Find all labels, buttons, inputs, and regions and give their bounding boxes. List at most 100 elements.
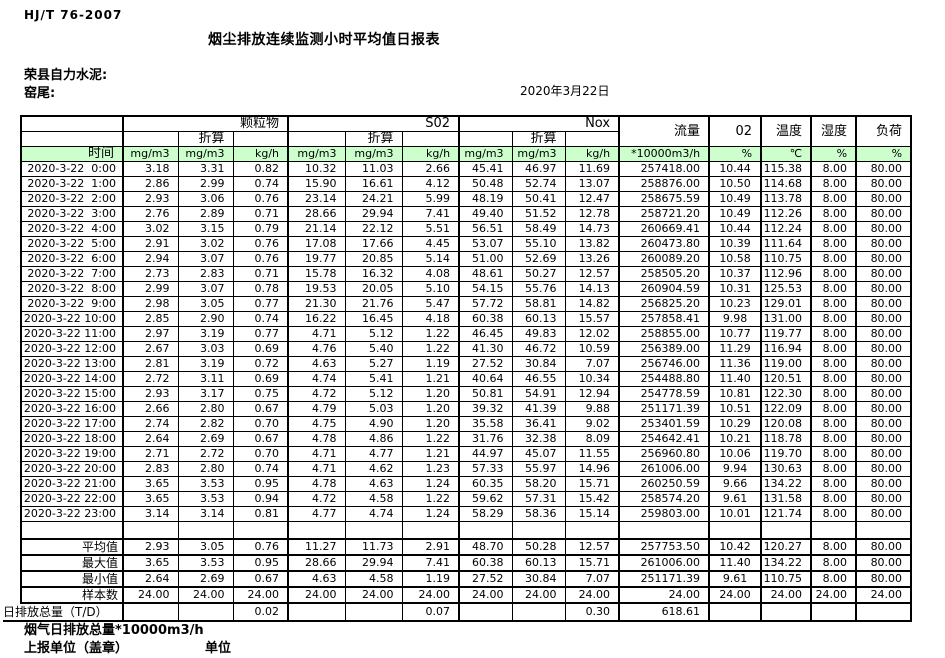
data-cell: 41.30 [458,341,513,357]
data-cell: 2.93 [122,191,179,207]
data-cell: 17.08 [287,236,346,252]
data-cell: 0.02 [232,602,289,622]
data-cell: 10.31 [708,281,762,297]
header-blank-cell [20,115,124,132]
data-cell: 9.98 [708,311,762,327]
time-cell: 2020-3-22 3:00 [20,206,124,222]
data-cell: 9.61 [708,569,762,588]
data-cell: 31.76 [458,431,513,447]
data-cell: 14.96 [564,461,620,477]
table-row: 2020-3-22 21:00 3.65 3.53 0.95 4.78 4.63 1.24 6… [20,476,913,492]
data-cell: 24.00 [177,585,234,604]
data-cell: 7.41 [401,553,460,572]
data-cell: 8.00 [810,431,857,447]
data-cell: 50.27 [511,266,566,282]
data-cell: 256960.80 [618,446,710,462]
data-cell: 8.00 [810,537,857,556]
flue-gas-daily-total-label: 烟气日排放总量*10000m3/h [24,623,204,638]
data-cell: 4.12 [401,176,460,192]
data-cell: 52.69 [511,251,566,267]
data-cell: 8.00 [810,251,857,267]
data-cell: 20.85 [344,251,403,267]
data-cell: 0.71 [232,206,289,222]
group-header-o2: 02 [708,115,762,147]
data-cell: 80.00 [855,206,913,222]
data-cell: 10.34 [564,371,620,387]
data-cell: 4.74 [287,371,346,387]
data-cell: 2.64 [122,569,179,588]
data-cell: 2.66 [401,161,460,177]
data-cell: 116.94 [760,341,812,357]
data-cell: 2.85 [122,311,179,327]
data-cell: 10.23 [708,296,762,312]
header-blank-cell [401,131,460,147]
data-cell: 60.13 [511,311,566,327]
data-cell: 261006.00 [618,553,710,572]
data-cell: 3.02 [122,221,179,237]
data-cell: 8.09 [564,431,620,447]
data-cell: 80.00 [855,537,913,556]
data-cell: 1.21 [401,371,460,387]
data-cell: 3.53 [177,476,234,492]
table-row: 2020-3-22 6:00 2.94 3.07 0.76 19.77 20.85 5.14… [20,251,913,267]
data-cell [232,521,289,540]
data-cell: 51.00 [458,251,513,267]
data-cell: 40.64 [458,371,513,387]
data-cell: 618.61 [618,602,710,622]
data-cell: 24.00 [855,585,913,604]
data-cell: 3.19 [177,326,234,342]
table-row: 2020-3-22 20:00 2.83 2.80 0.74 4.71 4.62 1.23 5… [20,461,913,477]
data-cell: 10.01 [708,506,762,522]
data-cell: 24.00 [708,585,762,604]
data-cell: 259803.00 [618,506,710,522]
data-cell: 80.00 [855,431,913,447]
time-cell: 2020-3-22 22:00 [20,491,124,507]
data-cell: 7.07 [564,356,620,372]
data-cell: 258505.20 [618,266,710,282]
unit-header: kg/h [232,146,289,162]
data-cell: 24.00 [122,585,179,604]
company-name: 荣县自力水泥: [24,68,108,83]
data-cell: 3.15 [177,221,234,237]
data-cell: 4.62 [344,461,403,477]
data-cell: 2.99 [177,176,234,192]
data-cell: 80.00 [855,191,913,207]
data-cell: 10.44 [708,161,762,177]
data-cell: 260250.59 [618,476,710,492]
data-cell: 27.52 [458,356,513,372]
data-cell: 0.67 [232,431,289,447]
time-cell: 2020-3-22 6:00 [20,251,124,267]
header-blank-cell [232,131,289,147]
data-cell [564,521,620,540]
data-cell: 0.77 [232,296,289,312]
summary-row: 样本数 24.00 24.00 24.00 24.00 24.00 24.00 24.00 24… [20,585,913,604]
data-cell: 0.76 [232,236,289,252]
data-cell: 3.02 [177,236,234,252]
unit-header: ℃ [760,146,812,162]
data-cell: 122.09 [760,401,812,417]
data-cell: 24.00 [232,585,289,604]
data-cell: 11.40 [708,553,762,572]
data-cell: 3.53 [177,553,234,572]
header-blank-cell [20,131,124,147]
data-cell: 4.72 [287,491,346,507]
data-cell: 261006.00 [618,461,710,477]
data-cell: 257753.50 [618,537,710,556]
data-cell: 260904.59 [618,281,710,297]
data-cell: 8.00 [810,416,857,432]
data-cell: 3.07 [177,251,234,267]
data-cell: 15.14 [564,506,620,522]
data-cell: 11.03 [344,161,403,177]
unit-header: % [855,146,913,162]
data-cell: 2.94 [122,251,179,267]
data-cell: 2.98 [122,296,179,312]
data-cell: 80.00 [855,251,913,267]
data-cell: 11.36 [708,356,762,372]
spacer-row [20,521,913,540]
data-cell: 0.74 [232,461,289,477]
header-units-row: 时间 mg/m3 mg/m3 kg/h mg/m3 mg/m3 kg/h mg/… [20,146,913,162]
data-cell: 50.41 [511,191,566,207]
table-row: 2020-3-22 1:00 2.86 2.99 0.74 15.90 16.61 4.12… [20,176,913,192]
data-cell: 5.47 [401,296,460,312]
